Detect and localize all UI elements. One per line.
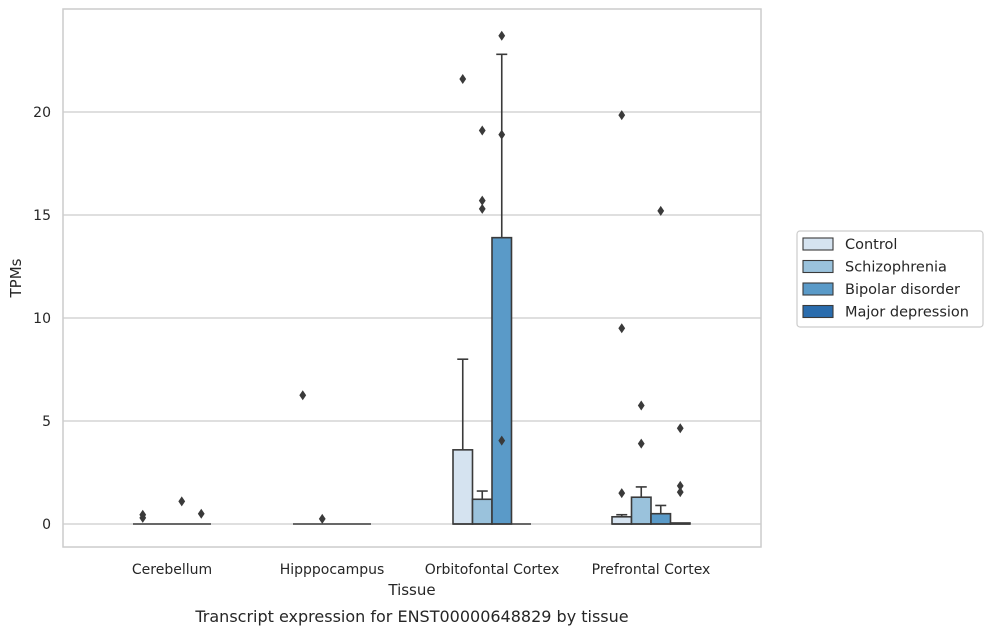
outlier-point xyxy=(618,488,626,499)
box-plots xyxy=(133,30,691,525)
y-axis-ticks: 0 5 10 15 20 xyxy=(33,105,51,533)
legend-label: Control xyxy=(845,237,897,253)
outlier-point xyxy=(478,195,486,206)
box-major-depression xyxy=(191,508,211,525)
box-schizophrenia xyxy=(471,125,493,525)
legend: Control Schizophrenia Bipolar disorder Majo… xyxy=(796,230,984,328)
outlier-point xyxy=(178,496,186,507)
legend-label: Bipolar disorder xyxy=(845,282,960,298)
outlier-point xyxy=(637,438,645,449)
y-tick-label: 20 xyxy=(33,105,51,121)
outlier-point xyxy=(676,480,684,491)
box-body xyxy=(650,512,672,525)
outlier-point xyxy=(618,323,626,334)
x-tick-label: Orbitofontal Cortex xyxy=(425,562,560,578)
outlier-point xyxy=(676,423,684,434)
outlier-point xyxy=(318,513,326,524)
box-bipolar-disorder xyxy=(650,205,672,525)
outlier-point xyxy=(478,203,486,214)
box-schizophrenia xyxy=(630,400,652,525)
chart-caption: Transcript expression for ENST0000064882… xyxy=(194,607,628,626)
x-tick-label: Cerebellum xyxy=(132,562,212,578)
y-tick-label: 15 xyxy=(33,208,51,224)
legend-swatch xyxy=(802,282,834,296)
box-body xyxy=(630,496,652,525)
outlier-point xyxy=(498,435,506,446)
legend-swatch xyxy=(802,237,834,251)
outlier-point xyxy=(498,30,506,41)
box-body xyxy=(491,236,513,525)
box-bipolar-disorder xyxy=(172,496,192,525)
box-control xyxy=(293,390,313,525)
y-axis-label: TPMs xyxy=(7,258,25,298)
legend-frame xyxy=(796,230,984,328)
x-tick-label: Hipppocampus xyxy=(280,562,385,578)
outlier-point xyxy=(618,110,626,121)
legend-label: Major depression xyxy=(845,305,969,321)
legend-label: Schizophrenia xyxy=(845,260,947,276)
box-body xyxy=(611,515,633,525)
outlier-point xyxy=(197,508,205,519)
box-major-depression xyxy=(669,423,691,525)
x-axis-ticks: Cerebellum Hipppocampus Orbitofontal Corte… xyxy=(132,562,710,578)
outlier-point xyxy=(139,509,147,520)
box-control xyxy=(611,110,633,525)
outlier-point xyxy=(478,125,486,136)
y-tick-label: 10 xyxy=(33,311,51,327)
legend-swatch xyxy=(802,304,834,319)
outlier-point xyxy=(498,129,506,140)
outlier-point xyxy=(676,487,684,498)
box-body xyxy=(471,498,493,525)
box-control xyxy=(452,74,474,525)
box-body xyxy=(452,449,474,525)
outlier-point xyxy=(299,390,307,401)
outlier-point xyxy=(459,74,467,85)
x-axis-label: Tissue xyxy=(387,581,435,599)
box-control xyxy=(133,509,153,525)
y-tick-label: 5 xyxy=(42,414,51,430)
legend-swatch xyxy=(802,259,834,274)
outlier-point xyxy=(637,400,645,411)
grid-lines xyxy=(63,111,761,525)
x-tick-label: Prefrontal Cortex xyxy=(592,562,711,578)
y-tick-label: 0 xyxy=(42,517,51,533)
box-schizophrenia xyxy=(312,513,332,525)
plot-frame xyxy=(62,8,762,548)
outlier-point xyxy=(657,205,665,216)
box-bipolar-disorder xyxy=(491,30,513,525)
